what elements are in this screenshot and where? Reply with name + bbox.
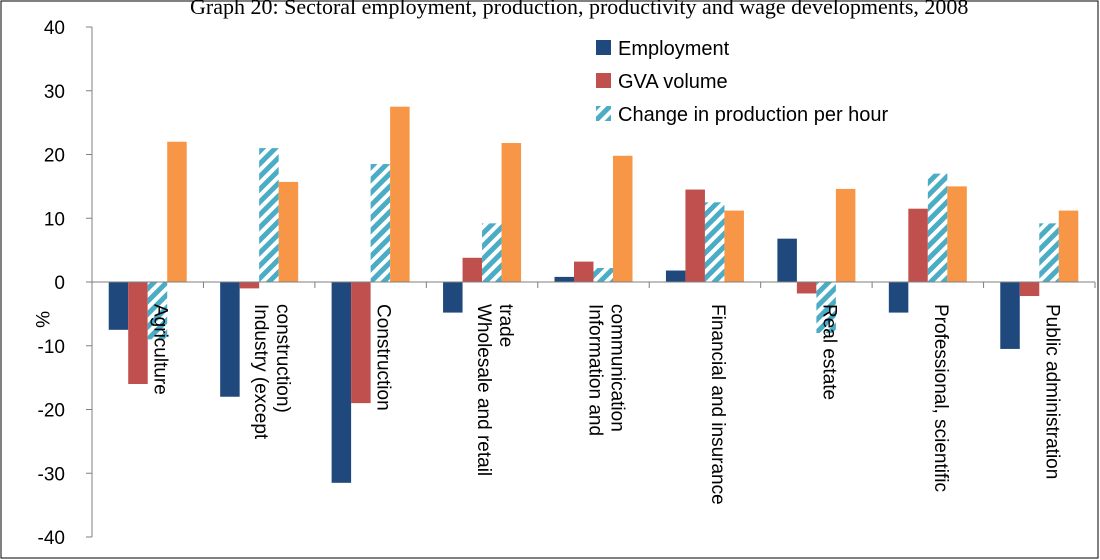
bar-series-2-5 [574, 261, 594, 282]
bar-series-1-1 [108, 282, 129, 330]
y-axis-ticks: 40 30 20 10 0 -10 -20 -30 -40 [38, 18, 92, 549]
bar-series-1-5 [554, 276, 574, 282]
bar-series-4-3 [390, 106, 410, 282]
legend-label: GVA volume [618, 71, 728, 93]
legend-swatch [596, 40, 611, 55]
bar-series-3-4 [482, 223, 502, 282]
x-category-label: Wholesale and retail [473, 304, 494, 476]
bar-series-3-6 [704, 202, 725, 282]
bar-series-2-2 [239, 282, 260, 289]
y-axis-label: % [31, 311, 52, 328]
bar-series-2-6 [685, 189, 705, 282]
bar-series-4-1 [167, 141, 187, 282]
y-tick-label: 0 [54, 273, 65, 294]
chart-title: Graph 20: Sectoral employment, productio… [190, 0, 969, 19]
bar-series-1-4 [443, 282, 463, 313]
bar-series-1-9 [1000, 282, 1020, 349]
bar-series-4-5 [613, 155, 633, 282]
x-category-label: trade [495, 304, 516, 347]
bar-series-4-7 [835, 188, 856, 282]
legend-swatch [596, 106, 611, 121]
x-category-label: Construction [373, 304, 394, 411]
x-category-label: Professional, scientific [930, 304, 951, 492]
bar-series-4-9 [1058, 210, 1079, 282]
y-tick-label: 20 [44, 146, 65, 167]
bar-series-4-2 [278, 181, 299, 282]
bar-series-3-7 [816, 282, 836, 333]
x-category-label: Financial and insurance [707, 304, 728, 505]
legend-label: Change in production per hour [618, 104, 889, 126]
bar-series-3-3 [370, 164, 391, 282]
y-tick-label: 30 [44, 82, 65, 103]
bar-series-1-6 [665, 270, 686, 282]
bar-series-4-4 [501, 143, 522, 282]
bar-series-3-2 [259, 148, 279, 282]
bar-series-3-8 [927, 173, 948, 282]
bar-series-2-9 [1019, 282, 1040, 297]
y-tick-label: -40 [38, 528, 65, 549]
legend-swatch [596, 73, 611, 88]
y-tick-label: -10 [38, 337, 65, 358]
bars [108, 106, 1079, 483]
bar-series-2-3 [351, 282, 371, 404]
y-tick-label: 10 [44, 209, 65, 230]
y-tick-label: -20 [38, 401, 65, 422]
bar-series-4-8 [947, 186, 967, 282]
y-tick-label: 40 [44, 18, 65, 39]
bar-series-2-8 [908, 208, 928, 282]
bar-series-1-7 [777, 238, 797, 282]
x-category-label: communication [607, 304, 628, 432]
bar-series-1-3 [331, 282, 352, 483]
x-category-label: Industry (except [250, 304, 271, 440]
bar-series-2-4 [462, 257, 483, 282]
y-tick-label: -30 [38, 464, 65, 485]
bar-series-2-1 [128, 282, 148, 384]
x-category-label: construction) [272, 304, 293, 413]
legend-label: Employment [618, 38, 730, 60]
legend: Employment GVA volume Change in production… [596, 38, 889, 126]
bar-series-1-8 [888, 282, 909, 313]
x-category-label: Information and [585, 304, 606, 436]
bar-series-3-1 [147, 282, 168, 340]
bar-series-3-9 [1039, 223, 1059, 282]
bar-series-4-6 [724, 210, 744, 282]
x-category-label: Public administration [1041, 304, 1062, 479]
category-labels: Agriculture Industry (except construction)… [150, 304, 1063, 505]
bar-series-2-7 [796, 282, 817, 294]
bar-series-3-5 [593, 267, 613, 282]
bar-series-1-2 [220, 282, 240, 397]
axes: % [31, 27, 1096, 537]
x-category-label: Agriculture [150, 304, 171, 395]
x-category-label: Real estate [818, 304, 839, 400]
